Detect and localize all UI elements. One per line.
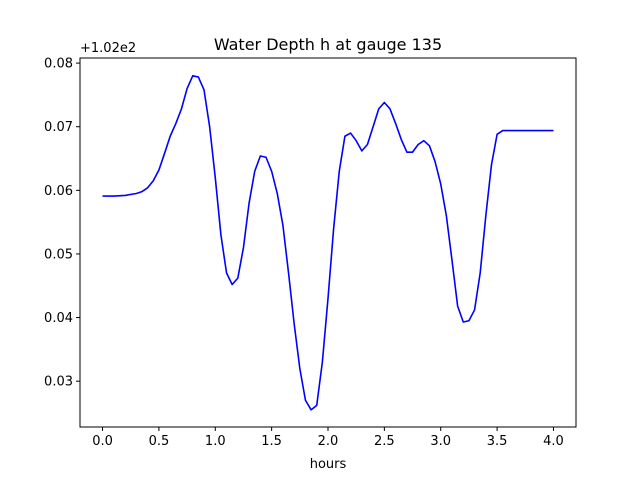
y-offset-label: +1.02e2 [80,41,136,56]
x-tick-label: 3.5 [487,434,508,449]
y-tick-label: 0.05 [44,247,73,262]
y-tick-label: 0.08 [44,57,73,72]
y-tick-label: 0.04 [44,311,73,326]
x-tick-label: 1.5 [261,434,282,449]
plot-frame [79,57,577,428]
x-tick-label: 2.5 [374,434,395,449]
y-tick-label: 0.06 [44,184,73,199]
chart-title: Water Depth h at gauge 135 [214,35,442,54]
x-tick-label: 4.0 [543,434,564,449]
x-axis-label: hours [310,457,347,472]
y-tick-label: 0.07 [44,120,73,135]
x-tick-label: 0.0 [92,434,113,449]
series-line-0 [102,75,554,411]
x-tick-label: 0.5 [149,434,170,449]
x-tick-label: 1.0 [205,434,226,449]
x-tick-label: 2.0 [318,434,339,449]
x-tick-label: 3.0 [430,434,451,449]
y-tick-label: 0.03 [44,375,73,390]
plot-area: 0.0 0.5 1.0 1.5 2.0 2.5 3.0 3.5 4.0 0.03 0.04 0.05 0… [44,57,577,449]
